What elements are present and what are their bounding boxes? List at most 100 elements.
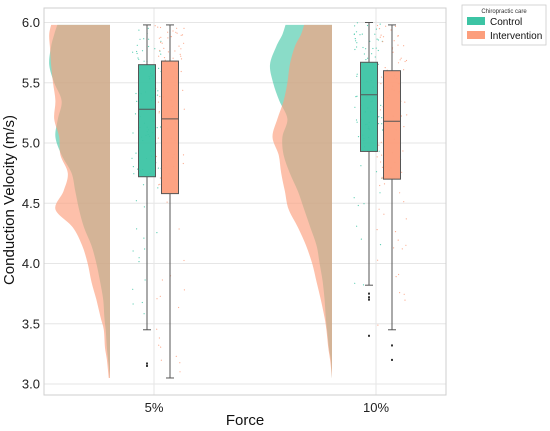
jitter-point <box>144 279 146 281</box>
jitter-point <box>397 35 399 37</box>
jitter-point <box>380 161 382 163</box>
jitter-point <box>143 237 145 239</box>
outlier-point <box>368 334 370 337</box>
jitter-point <box>356 75 358 77</box>
jitter-point <box>381 123 383 125</box>
jitter-point <box>360 238 362 240</box>
jitter-point <box>133 173 135 175</box>
jitter-point <box>157 167 159 169</box>
jitter-point <box>397 44 399 46</box>
jitter-point <box>355 96 357 98</box>
jitter-point <box>359 34 361 36</box>
jitter-point <box>353 33 355 35</box>
jitter-point <box>385 25 387 27</box>
density-clouds <box>49 24 332 379</box>
jitter-point <box>374 33 376 35</box>
jitter-point <box>160 40 162 42</box>
jitter-point <box>137 57 139 59</box>
legend-swatch-control <box>467 17 485 25</box>
jitter-point <box>397 62 400 64</box>
jitter-point <box>355 31 358 33</box>
jitter-point <box>383 213 385 215</box>
jitter-point <box>354 282 356 284</box>
jitter-point <box>356 225 358 227</box>
jitter-point <box>355 40 357 42</box>
jitter-point <box>377 63 379 65</box>
jitter-point <box>157 26 159 28</box>
jitter-point <box>392 51 394 53</box>
jitter-point <box>154 48 156 50</box>
jitter-point <box>137 168 139 170</box>
jitter-point <box>377 39 379 41</box>
jitter-point <box>403 45 405 47</box>
jitter-point <box>183 27 185 29</box>
jitter-point <box>141 301 143 304</box>
outlier-point <box>368 298 370 301</box>
jitter-point <box>397 239 399 241</box>
jitter-point <box>356 46 358 48</box>
jitter-point <box>376 38 378 40</box>
jitter-point <box>403 293 405 295</box>
jitter-point <box>395 276 397 278</box>
y-tick-label: 5.5 <box>22 75 40 90</box>
boxplot-control <box>138 24 156 367</box>
jitter-point <box>356 121 358 123</box>
jitter-point <box>401 171 403 173</box>
jitter-point <box>394 25 397 27</box>
jitter-point <box>398 273 400 276</box>
jitter-point <box>180 55 182 57</box>
jitter-point <box>164 59 166 61</box>
jitter-point <box>135 200 137 202</box>
jitter-point <box>148 38 150 40</box>
jitter-point <box>381 166 384 168</box>
jitter-point <box>156 298 158 300</box>
jitter-point <box>163 57 166 59</box>
jitter-point <box>176 32 178 34</box>
jitter-point <box>362 46 364 49</box>
jitter-point <box>376 24 379 27</box>
jitter-point <box>154 25 156 27</box>
jitter-point <box>178 306 180 309</box>
box-iqr <box>360 61 378 152</box>
jitter-point <box>174 50 176 52</box>
jitter-point <box>179 362 181 364</box>
outlier-point <box>391 358 393 361</box>
jitter-point <box>378 150 380 152</box>
outlier-point <box>146 364 148 367</box>
y-axis-title: Conduction Velocity (m/s) <box>1 115 18 285</box>
jitter-point <box>183 289 185 291</box>
jitter-point <box>172 30 174 32</box>
jitter-point <box>393 40 395 42</box>
boxplot-intervention <box>383 24 401 361</box>
jitter-point <box>138 261 140 263</box>
y-tick-label: 4.0 <box>22 256 40 271</box>
jitter-point <box>158 112 160 114</box>
jitter-point <box>383 183 386 185</box>
jitter-point <box>158 110 160 113</box>
jitter-point <box>380 104 382 106</box>
jitter-point <box>157 101 160 103</box>
jitter-point <box>375 28 377 30</box>
jitter-point <box>160 359 162 361</box>
jitter-point <box>379 23 381 25</box>
jitter-point <box>378 28 381 30</box>
jitter-point <box>180 58 183 60</box>
jitter-point <box>381 177 383 179</box>
jitter-point <box>400 115 402 117</box>
jitter-point <box>182 154 185 156</box>
jitter-point <box>132 288 134 290</box>
jitter-point <box>160 53 162 55</box>
jitter-point <box>380 141 382 143</box>
jitter-point <box>376 156 378 158</box>
jitter-point <box>181 34 184 36</box>
jitter-point <box>136 44 138 46</box>
jitter-point <box>377 259 379 261</box>
jitter-point <box>354 38 356 40</box>
boxplot-control <box>360 22 378 337</box>
x-tick-label: 10% <box>363 400 389 415</box>
jitter-point <box>159 183 161 185</box>
jitter-point <box>135 152 137 154</box>
jitter-point <box>183 108 185 110</box>
jitter-point <box>148 45 150 48</box>
